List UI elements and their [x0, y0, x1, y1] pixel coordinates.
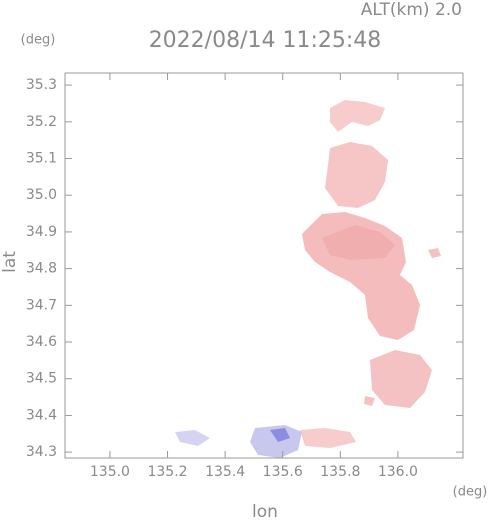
x-unit: (deg)	[453, 485, 488, 500]
y-tick-label: 35.2	[26, 114, 57, 130]
x-tick-label: 135.0	[90, 464, 130, 480]
y-tick-label: 35.3	[26, 77, 57, 93]
y-tick-label: 34.6	[26, 334, 57, 350]
x-tick-label: 135.4	[205, 464, 245, 480]
x-tick-label: 135.8	[320, 464, 360, 480]
y-unit: (deg)	[21, 33, 56, 48]
y-tick-label: 34.5	[26, 371, 57, 387]
y-tick-label: 35.0	[26, 187, 57, 203]
x-axis-label: lon	[252, 502, 278, 521]
y-tick-label: 35.1	[26, 151, 57, 167]
y-tick-label: 34.3	[26, 444, 57, 460]
echo-areas	[175, 100, 441, 458]
y-tick-label: 34.4	[26, 407, 57, 423]
x-tick-label: 135.6	[263, 464, 303, 480]
x-tick-label: 136.0	[378, 464, 418, 480]
y-tick-label: 34.9	[26, 224, 57, 240]
y-tick-label: 34.7	[26, 297, 57, 313]
x-tick-label: 135.2	[147, 464, 187, 480]
chart-subtitle: ALT(km) 2.0	[361, 0, 462, 20]
y-axis-label: lat	[0, 251, 20, 273]
y-tick-label: 34.8	[26, 261, 57, 277]
plot-frame	[64, 72, 464, 459]
chart-title: 2022/08/14 11:25:48	[149, 28, 382, 53]
